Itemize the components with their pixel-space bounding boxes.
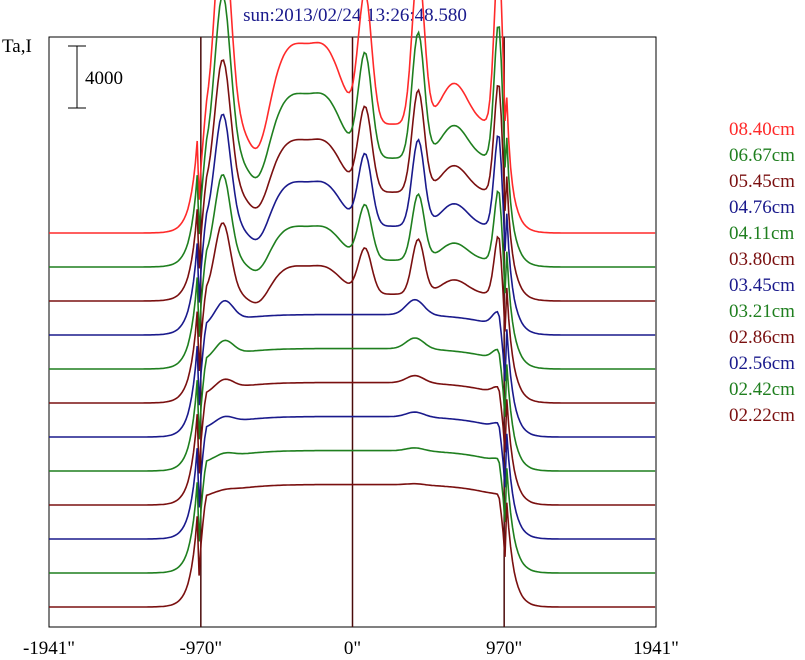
x-tick-labels: -1941" -970" 0" 970" 1941" xyxy=(23,638,679,659)
legend-entry: 06.67cm xyxy=(729,145,795,166)
x-tick-label: 970" xyxy=(486,638,522,659)
legend-entry: 03.21cm xyxy=(729,301,795,322)
scale-bar: 4000 xyxy=(68,45,123,109)
series-line-9 xyxy=(49,411,656,540)
scale-bar-label: 4000 xyxy=(85,68,123,89)
legend-entry: 04.76cm xyxy=(729,197,795,218)
series-line-0 xyxy=(49,0,656,234)
series-line-10 xyxy=(49,447,656,574)
chart-title: sun:2013/02/24 13:26:48.580 xyxy=(243,5,467,26)
series-line-7 xyxy=(49,337,656,472)
x-tick-label: 0" xyxy=(344,638,361,659)
legend-entry: 05.45cm xyxy=(729,171,795,192)
legend-entry: 02.42cm xyxy=(729,379,795,400)
legend-entry: 03.80cm xyxy=(729,249,795,270)
series-line-11 xyxy=(49,482,656,608)
series-line-1 xyxy=(49,0,656,268)
legend-entry: 03.45cm xyxy=(729,275,795,296)
legend: 08.40cm 06.67cm 05.45cm 04.76cm 04.11cm 03.80… xyxy=(729,119,795,426)
legend-entry: 02.56cm xyxy=(729,353,795,374)
series-line-6 xyxy=(49,298,656,438)
series-line-3 xyxy=(49,113,656,336)
series-line-2 xyxy=(49,59,656,302)
series-line-4 xyxy=(49,173,656,370)
legend-entry: 04.11cm xyxy=(729,223,794,244)
x-tick-label: -1941" xyxy=(23,638,75,659)
legend-entry: 08.40cm xyxy=(729,119,795,140)
legend-entry: 02.86cm xyxy=(729,327,795,348)
series-group xyxy=(49,0,656,608)
series-line-5 xyxy=(49,222,656,404)
y-axis-label: Ta,I xyxy=(2,36,32,57)
x-tick-label: 1941" xyxy=(633,638,679,659)
legend-entry: 02.22cm xyxy=(729,405,795,426)
series-line-8 xyxy=(49,374,656,506)
x-tick-label: -970" xyxy=(180,638,223,659)
